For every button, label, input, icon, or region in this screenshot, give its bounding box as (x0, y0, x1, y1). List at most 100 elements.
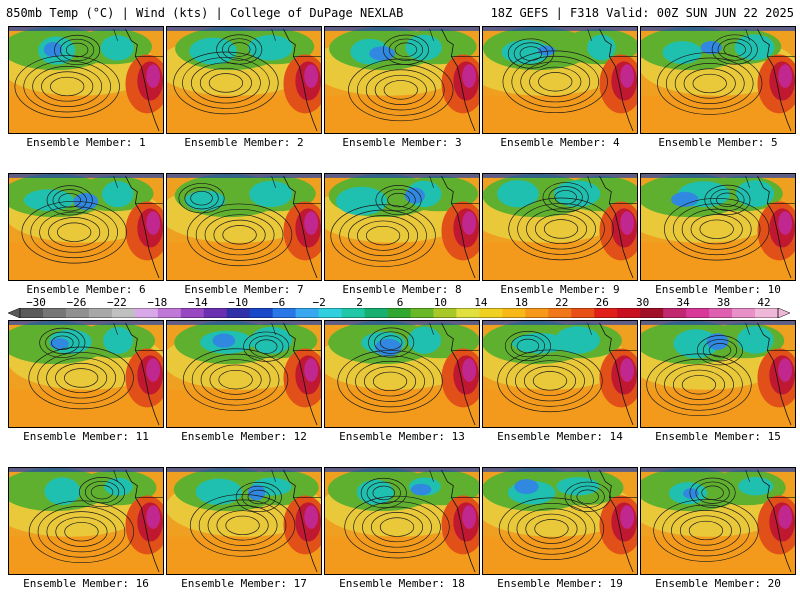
valid-time: 18Z GEFS | F318 Valid: 00Z SUN JUN 22 20… (490, 6, 794, 20)
ensemble-member-label: Ensemble Member: 7 (184, 283, 304, 296)
colorbar-segment (249, 308, 274, 318)
colorbar-tick-label: 6 (396, 296, 404, 309)
colorbar-segment (548, 308, 572, 318)
ensemble-member-label: Ensemble Member: 1 (26, 136, 146, 149)
temperature-map (325, 468, 479, 574)
ensemble-member-label: Ensemble Member: 10 (655, 283, 781, 296)
temperature-map (325, 321, 479, 427)
colorbar-segment (65, 308, 90, 318)
colorbar-tick-label: −26 (66, 296, 87, 309)
ensemble-member-label: Ensemble Member: 20 (655, 577, 781, 590)
temperature-map (325, 174, 479, 280)
colorbar-segment (295, 308, 320, 318)
ensemble-member-label: Ensemble Member: 8 (342, 283, 462, 296)
colorbar-segment (502, 308, 526, 318)
ensemble-member-label: Ensemble Member: 12 (181, 430, 307, 443)
colorbar-tick-label: 22 (555, 296, 569, 309)
ensemble-map-panel (8, 173, 164, 281)
temperature-map (641, 468, 795, 574)
temperature-map (167, 468, 321, 574)
ensemble-member-label: Ensemble Member: 13 (339, 430, 465, 443)
temperature-map (9, 27, 163, 133)
colorbar-segment (272, 308, 297, 318)
colorbar-segment (525, 308, 549, 318)
ensemble-member-label: Ensemble Member: 16 (23, 577, 149, 590)
ensemble-member-label: Ensemble Member: 18 (339, 577, 465, 590)
colorbar-segment (157, 308, 182, 318)
ensemble-map-panel (640, 26, 796, 134)
colorbar-segment (111, 308, 136, 318)
ensemble-member-label: Ensemble Member: 9 (500, 283, 620, 296)
temperature-map (9, 174, 163, 280)
ensemble-map-panel (324, 173, 480, 281)
temperature-map (325, 27, 479, 133)
colorbar-tick-label: −10 (228, 296, 249, 309)
colorbar-tick-label: 30 (636, 296, 650, 309)
colorbar-tick-label: −2 (312, 296, 326, 309)
temperature-map (483, 27, 637, 133)
ensemble-member-label: Ensemble Member: 2 (184, 136, 304, 149)
ensemble-member-label: Ensemble Member: 5 (658, 136, 778, 149)
colorbar-segment (20, 308, 44, 318)
colorbar-tick-label: −6 (272, 296, 286, 309)
ensemble-member-label: Ensemble Member: 4 (500, 136, 620, 149)
colorbar-max-arrow (777, 308, 790, 318)
ensemble-map-panel (640, 467, 796, 575)
ensemble-member-label: Ensemble Member: 11 (23, 430, 149, 443)
colorbar-segment (709, 308, 733, 318)
colorbar-tick-label: 38 (716, 296, 731, 309)
colorbar-segment (318, 308, 343, 318)
colorbar-tick-label: 2 (356, 296, 363, 309)
colorbar-segment (341, 308, 366, 318)
colorbar-segment (732, 308, 756, 318)
colorbar-tick-label: 42 (757, 296, 771, 309)
temperature-map (483, 174, 637, 280)
colorbar-segment (180, 308, 205, 318)
ensemble-map-panel (324, 320, 480, 428)
colorbar-segment (640, 308, 664, 318)
colorbar-segment (410, 308, 434, 318)
colorbar-segment (755, 308, 779, 318)
colorbar-tick-label: 26 (595, 296, 609, 309)
colorbar-segment (42, 308, 67, 318)
colorbar-segment (226, 308, 251, 318)
colorbar-tick-label: −14 (187, 296, 208, 309)
ensemble-member-label: Ensemble Member: 15 (655, 430, 781, 443)
colorbar-segment (686, 308, 710, 318)
ensemble-map-panel (324, 467, 480, 575)
colorbar-segment (433, 308, 457, 318)
colorbar-segment (617, 308, 641, 318)
ensemble-map-panel (166, 26, 322, 134)
ensemble-map-panel (166, 320, 322, 428)
colorbar-segment (134, 308, 159, 318)
ensemble-map-panel (640, 173, 796, 281)
colorbar-tick-label: −22 (106, 296, 127, 309)
temperature-map (167, 27, 321, 133)
ensemble-member-label: Ensemble Member: 19 (497, 577, 623, 590)
colorbar-segment (594, 308, 618, 318)
ensemble-member-label: Ensemble Member: 6 (26, 283, 146, 296)
colorbar-segment (571, 308, 595, 318)
ensemble-map-panel (640, 320, 796, 428)
ensemble-map-panel (482, 26, 638, 134)
colorbar-segment (387, 308, 411, 318)
colorbar-segment (203, 308, 228, 318)
colorbar-segment (663, 308, 687, 318)
ensemble-map-panel (482, 173, 638, 281)
temperature-map (9, 468, 163, 574)
ensemble-member-label: Ensemble Member: 14 (497, 430, 623, 443)
colorbar-min-arrow (8, 308, 21, 318)
header: 850mb Temp (°C) | Wind (kts) | College o… (0, 0, 800, 22)
temperature-map (641, 27, 795, 133)
ensemble-map-panel (8, 467, 164, 575)
colorbar-segment (479, 308, 503, 318)
colorbar-segment (364, 308, 389, 318)
colorbar-tick-label: 14 (474, 296, 488, 309)
ensemble-member-label: Ensemble Member: 3 (342, 136, 462, 149)
ensemble-map-panel (482, 467, 638, 575)
colorbar-tick-label: −30 (26, 296, 46, 309)
temperature-map (483, 468, 637, 574)
colorbar-tick-label: 34 (676, 296, 690, 309)
temperature-map (9, 321, 163, 427)
ensemble-map-panel (324, 26, 480, 134)
